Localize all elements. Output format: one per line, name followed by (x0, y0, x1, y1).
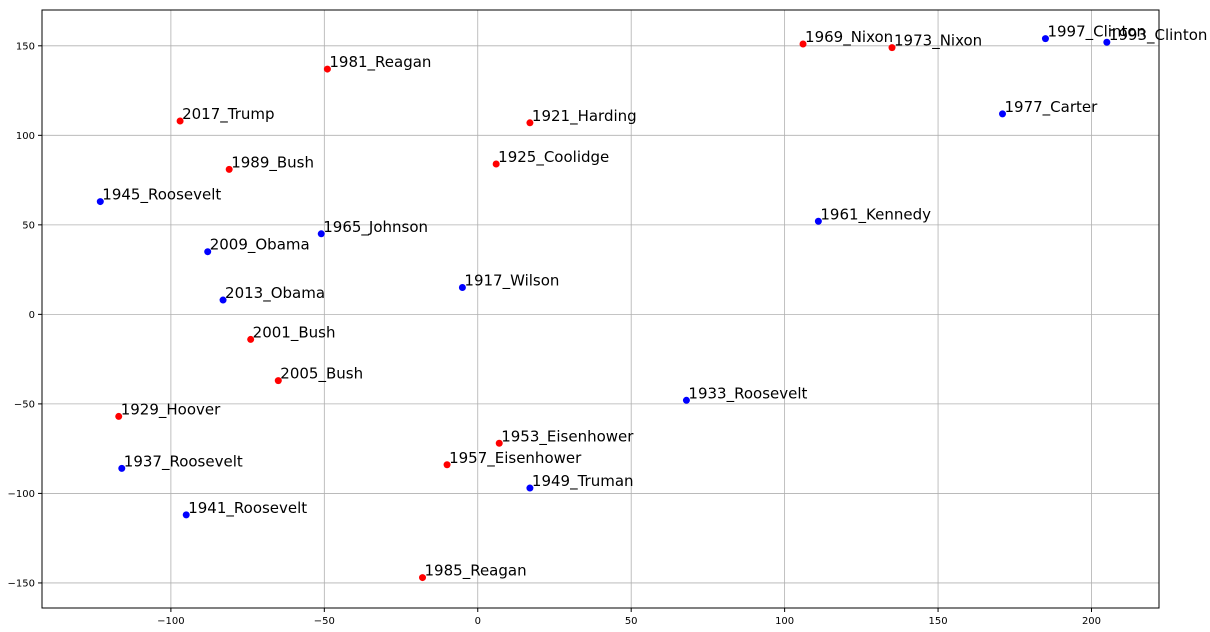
data-points (96, 35, 1111, 582)
data-point-label: 2017_Trump (182, 105, 274, 124)
data-point-label: 2005_Bush (280, 365, 363, 384)
data-point-label: 1969_Nixon (805, 28, 893, 47)
data-point (317, 230, 325, 238)
y-tick-label: 0 (29, 310, 35, 321)
data-point (182, 511, 190, 519)
data-point-label: 2013_Obama (225, 284, 325, 303)
data-point (443, 461, 451, 469)
data-point (814, 217, 822, 225)
data-point-label: 1985_Reagan (425, 562, 527, 581)
data-point (526, 119, 534, 127)
data-point-label: 1977_Carter (1004, 98, 1098, 117)
data-point-label: 1925_Coolidge (498, 148, 609, 167)
data-point (1041, 35, 1049, 43)
data-point (247, 335, 255, 343)
data-point-label: 1953_Eisenhower (501, 427, 634, 446)
data-point (419, 574, 427, 582)
data-point (799, 40, 807, 48)
data-point-label: 1945_Roosevelt (102, 186, 221, 205)
data-point-label: 1949_Truman (532, 472, 634, 491)
data-point (274, 377, 282, 385)
x-tick-label: 200 (1082, 616, 1101, 627)
y-tick-label: 150 (16, 41, 35, 52)
data-point-label: 1981_Reagan (329, 53, 431, 72)
data-point-label: 1937_Roosevelt (124, 452, 243, 471)
y-tick-label: −150 (8, 578, 35, 589)
data-point (204, 248, 212, 256)
data-point (998, 110, 1006, 118)
plot-frame (41, 9, 1160, 609)
data-point (225, 165, 233, 173)
data-point (526, 484, 534, 492)
data-point-label: 2001_Bush (253, 323, 336, 342)
y-tick-label: −100 (8, 489, 35, 500)
y-tick-label: −50 (14, 399, 35, 410)
data-point (96, 198, 104, 206)
data-point-label: 1957_Eisenhower (449, 449, 582, 468)
data-point (495, 439, 503, 447)
x-tick-label: 100 (775, 616, 794, 627)
data-labels: 1969_Nixon 1973_Nixon 1997_Clinton1993_Cli… (102, 23, 1207, 581)
data-point (458, 284, 466, 292)
x-tick-label: −100 (157, 616, 184, 627)
data-point-label: 1933_Roosevelt (688, 384, 807, 403)
data-point-label: 1929_Hoover (121, 400, 221, 419)
y-tick-label: 100 (16, 131, 35, 142)
data-point-label: 1989_Bush (231, 153, 314, 172)
data-point (1103, 38, 1111, 46)
x-tick-label: 50 (625, 616, 638, 627)
x-tick-label: −50 (314, 616, 335, 627)
data-point (492, 160, 500, 168)
data-point-label: 1965_Johnson (323, 218, 428, 237)
grid (42, 10, 1159, 608)
data-point (115, 412, 123, 420)
data-point-label: 1973_Nixon (894, 32, 982, 51)
data-point-label: 1917_Wilson (464, 272, 559, 291)
data-point (176, 117, 184, 125)
data-point (323, 65, 331, 73)
axis-ticks: −100 −50 0 50 100 150 200 −150 −100 −50 0 50 100 150 (8, 41, 1102, 627)
y-tick-label: 50 (22, 220, 35, 231)
data-point-label: 1961_Kennedy (820, 205, 931, 224)
data-point-label: 1993_Clinton (1109, 26, 1208, 45)
data-point (219, 296, 227, 304)
data-point-label: 2009_Obama (210, 236, 310, 255)
data-point (682, 396, 690, 404)
data-point-label: 1997_Clinton (1047, 23, 1146, 42)
data-point (888, 44, 896, 52)
x-tick-label: 150 (929, 616, 948, 627)
data-point-label: 1941_Roosevelt (188, 499, 307, 518)
x-tick-label: 0 (475, 616, 481, 627)
data-point-label: 1921_Harding (532, 107, 637, 126)
data-point (118, 464, 126, 472)
